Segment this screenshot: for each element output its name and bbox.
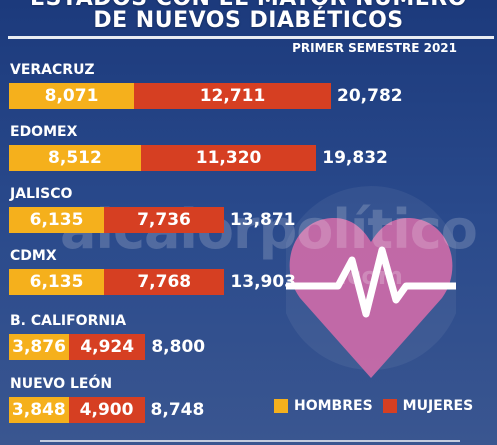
title-divider	[8, 36, 494, 39]
bar-hombres: 8,071	[9, 83, 135, 109]
bar-hombres: 8,512	[9, 145, 141, 171]
bar-hombres: 3,876	[9, 334, 70, 360]
bar-total: 8,748	[150, 400, 205, 420]
bar-hombres: 6,135	[9, 207, 105, 233]
bar-hombres: 6,135	[9, 269, 105, 295]
heart-pulse-icon	[286, 186, 456, 378]
legend-item-hombres: HOMBRES	[274, 398, 373, 414]
bar-mujeres: 7,736	[104, 207, 224, 233]
legend-swatch-mujeres	[382, 399, 397, 413]
bar-mujeres: 11,320	[140, 145, 317, 171]
bar-total: 13,871	[229, 210, 296, 230]
chart-title-line1: ESTADOS CON EL MAYOR NÚMERO	[0, 0, 497, 11]
bar-mujeres: 4,924	[69, 334, 146, 360]
legend-label-hombres: HOMBRES	[294, 398, 373, 414]
state-label: NUEVO LEÓN	[10, 376, 113, 392]
bottom-divider	[40, 440, 460, 442]
state-label: EDOMEX	[10, 124, 78, 140]
legend: HOMBRES MUJERES	[274, 398, 483, 414]
bar-total: 20,782	[337, 86, 403, 106]
bar-mujeres: 7,768	[104, 269, 225, 295]
bar-total: 13,903	[230, 272, 297, 292]
state-label: CDMX	[10, 248, 57, 264]
chart-subtitle: PRIMER SEMESTRE 2021	[292, 41, 457, 55]
bar-total: 19,832	[322, 148, 388, 168]
legend-item-mujeres: MUJERES	[382, 398, 474, 414]
bar-hombres: 3,848	[9, 397, 69, 423]
legend-label-mujeres: MUJERES	[402, 398, 474, 414]
state-label: JALISCO	[10, 186, 73, 202]
state-label: B. CALIFORNIA	[10, 313, 127, 329]
chart-title-line2: DE NUEVOS DIABÉTICOS	[93, 8, 404, 33]
state-label: VERACRUZ	[10, 62, 95, 78]
watermark-domain: .com	[338, 262, 403, 290]
bar-mujeres: 4,900	[68, 397, 145, 423]
bar-mujeres: 12,711	[134, 83, 331, 109]
bar-total: 8,800	[151, 337, 206, 357]
legend-swatch-hombres	[274, 399, 288, 413]
